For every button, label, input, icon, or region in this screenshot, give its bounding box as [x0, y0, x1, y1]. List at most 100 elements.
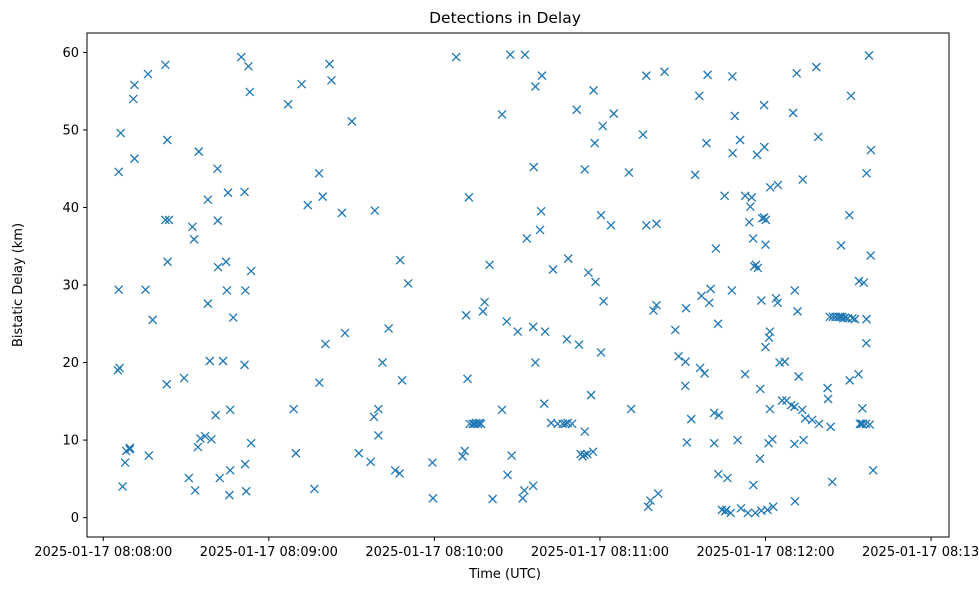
detection-point: [354, 448, 364, 458]
detection-point: [765, 182, 775, 192]
detection-point: [747, 192, 757, 202]
detection-point: [213, 216, 223, 226]
detection-point: [823, 394, 833, 404]
detection-point: [826, 422, 836, 432]
detection-point: [765, 404, 775, 414]
detection-point: [744, 217, 754, 227]
detection-point: [643, 502, 653, 512]
detection-point: [115, 363, 125, 373]
detection-point: [586, 390, 596, 400]
detection-point: [246, 438, 256, 448]
detection-point: [686, 414, 696, 424]
detection-point: [236, 52, 246, 62]
detection-point: [750, 508, 760, 518]
detection-point: [813, 132, 823, 142]
detection-point: [580, 450, 589, 460]
detection-point: [790, 496, 800, 506]
detection-point: [759, 100, 769, 110]
detection-point: [788, 108, 798, 118]
detection-point: [478, 306, 488, 316]
detection-point: [480, 297, 490, 307]
detection-point: [120, 458, 130, 468]
detection-point: [530, 82, 540, 91]
detection-point: [773, 298, 783, 308]
y-tick-label: 60: [62, 46, 79, 61]
detection-point: [370, 206, 380, 216]
detection-point: [695, 363, 705, 373]
detection-point: [529, 162, 539, 172]
detection-point: [660, 67, 669, 77]
detection-point: [765, 327, 775, 336]
detection-point: [846, 91, 856, 101]
detection-point: [228, 313, 238, 323]
detection-point: [225, 465, 235, 475]
detection-point: [528, 481, 538, 491]
detection-point: [727, 285, 737, 295]
detection-point: [572, 105, 582, 115]
detection-point: [513, 327, 523, 336]
detection-point: [206, 434, 216, 444]
detection-point: [690, 170, 700, 180]
detection-point: [224, 490, 234, 500]
detection-point: [461, 310, 471, 320]
detection-point: [535, 225, 545, 235]
detection-point: [373, 404, 383, 414]
detection-point: [366, 457, 376, 467]
y-axis: 0 10 20 30 40 50 60: [62, 46, 87, 526]
detection-point: [309, 484, 319, 494]
detection-point: [460, 446, 470, 456]
detection-point: [767, 434, 777, 444]
detection-point: [205, 356, 215, 366]
detection-point: [736, 503, 746, 513]
detection-point: [859, 278, 869, 288]
detection-point: [148, 315, 158, 325]
detection-point: [518, 493, 528, 503]
detection-point: [184, 473, 194, 483]
detection-point: [721, 505, 731, 515]
detection-point: [488, 494, 498, 504]
detection-point: [681, 357, 690, 367]
detection-point: [203, 299, 213, 309]
y-tick-label: 20: [62, 356, 79, 371]
detection-point: [522, 234, 532, 243]
detection-point: [485, 260, 495, 270]
detection-point: [777, 396, 787, 405]
detection-point: [730, 111, 740, 121]
detection-point: [428, 458, 437, 468]
detection-point: [179, 373, 189, 383]
detection-point: [649, 306, 658, 316]
detection-point: [771, 293, 781, 303]
detection-point: [502, 316, 512, 326]
detection-point: [807, 415, 817, 425]
detection-point: [337, 208, 347, 218]
detection-point: [606, 220, 616, 230]
detection-point: [681, 303, 691, 313]
detection-point: [223, 188, 233, 198]
detection-point: [193, 442, 203, 452]
detection-point: [865, 420, 875, 430]
detection-point: [733, 435, 743, 445]
detection-point: [241, 486, 251, 496]
detection-point: [793, 306, 802, 316]
detection-point: [713, 319, 723, 329]
x-tick-label: 2025-01-17 08:09:00: [200, 545, 338, 560]
detection-point: [347, 116, 357, 126]
detection-point: [854, 369, 863, 379]
x-tick-label: 2025-01-17 08:12:00: [696, 545, 834, 560]
detection-point: [862, 314, 871, 324]
detection-point: [561, 419, 570, 429]
detection-point: [291, 448, 301, 458]
detection-point: [395, 255, 405, 265]
detection-point: [373, 430, 383, 440]
x-tick-label: 2025-01-17 08:11:00: [531, 545, 669, 560]
detection-point: [318, 192, 328, 202]
detection-point: [378, 358, 387, 367]
detection-point: [240, 459, 250, 469]
detection-point: [125, 444, 135, 454]
detection-point: [745, 202, 755, 212]
detection-point: [711, 244, 721, 254]
detection-point: [768, 502, 778, 512]
detection-point: [798, 175, 808, 185]
detection-point: [850, 314, 860, 324]
detection-point: [641, 71, 651, 81]
